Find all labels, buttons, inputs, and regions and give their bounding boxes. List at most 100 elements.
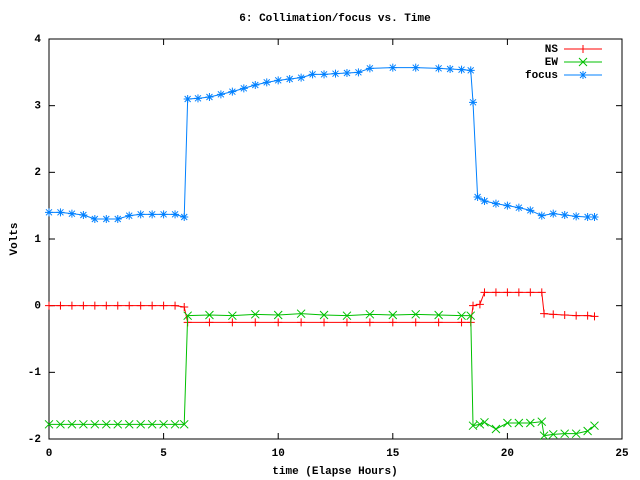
data-point xyxy=(480,288,489,297)
legend-marker xyxy=(579,45,587,53)
y-tick-label: 3 xyxy=(34,101,41,113)
data-point xyxy=(274,76,283,85)
data-point xyxy=(124,419,134,429)
data-point xyxy=(571,429,581,439)
data-point xyxy=(469,98,478,107)
data-point xyxy=(491,199,500,208)
legend-label: EW xyxy=(545,57,559,69)
data-point xyxy=(102,301,111,310)
chart-title: 6: Collimation/focus vs. Time xyxy=(239,13,431,25)
data-point xyxy=(475,300,484,309)
data-point xyxy=(526,206,535,215)
data-point xyxy=(228,87,237,96)
data-point xyxy=(503,288,512,297)
data-point xyxy=(205,93,214,101)
data-point xyxy=(365,318,374,327)
data-point xyxy=(56,419,65,429)
data-point xyxy=(548,429,558,439)
data-point xyxy=(262,78,271,87)
legend-label: focus xyxy=(525,70,558,82)
x-tick-label: 0 xyxy=(46,448,53,460)
data-point xyxy=(525,418,535,428)
data-point xyxy=(102,215,111,223)
y-tick-label: 1 xyxy=(34,234,41,246)
data-point xyxy=(101,419,111,429)
x-tick-label: 15 xyxy=(386,448,400,460)
data-point xyxy=(56,208,65,217)
data-point xyxy=(148,210,157,219)
data-point xyxy=(44,419,54,429)
data-point xyxy=(540,309,549,318)
data-point xyxy=(590,312,599,321)
data-point xyxy=(560,429,570,439)
data-point xyxy=(159,210,168,219)
data-point xyxy=(180,303,189,311)
data-point xyxy=(45,208,53,217)
data-point xyxy=(90,301,99,310)
data-point xyxy=(434,318,443,327)
data-point xyxy=(170,419,180,429)
data-point xyxy=(480,417,489,427)
data-point xyxy=(583,426,592,436)
data-point xyxy=(388,63,397,72)
data-point xyxy=(159,301,168,310)
data-point xyxy=(251,81,260,89)
data-point xyxy=(514,418,524,428)
data-point xyxy=(297,73,306,82)
data-point xyxy=(113,301,122,310)
data-point xyxy=(79,211,88,219)
data-point xyxy=(526,288,535,297)
data-point xyxy=(503,201,512,210)
data-point xyxy=(183,311,193,321)
data-point xyxy=(171,210,180,219)
y-axis-label: Volts xyxy=(9,222,21,255)
data-point xyxy=(583,311,592,320)
legend-marker xyxy=(579,71,587,79)
data-point xyxy=(273,310,283,320)
data-point xyxy=(67,419,77,429)
data-point xyxy=(320,318,329,327)
data-point xyxy=(365,309,375,319)
data-point xyxy=(179,419,189,429)
data-point xyxy=(468,421,478,431)
data-point xyxy=(590,213,599,221)
data-point xyxy=(466,311,476,321)
data-point xyxy=(113,215,122,223)
data-point xyxy=(457,311,466,321)
data-point xyxy=(411,63,420,72)
data-point xyxy=(239,84,248,93)
x-axis-label: time (Elapse Hours) xyxy=(272,466,397,478)
data-point xyxy=(79,301,88,310)
data-point xyxy=(365,64,374,73)
data-point xyxy=(434,64,443,73)
data-point xyxy=(331,69,340,78)
data-point xyxy=(583,213,592,221)
data-point xyxy=(147,419,157,429)
data-point xyxy=(503,418,512,428)
data-point xyxy=(171,301,180,310)
data-point xyxy=(354,68,363,77)
data-point xyxy=(296,309,306,319)
data-point xyxy=(342,69,351,77)
data-point xyxy=(491,288,500,297)
x-tick-label: 20 xyxy=(501,448,514,460)
data-point xyxy=(159,419,168,429)
data-point xyxy=(148,301,157,310)
data-point xyxy=(537,288,546,297)
y-tick-label: -1 xyxy=(28,367,42,379)
data-point xyxy=(411,318,420,327)
data-point xyxy=(560,211,569,219)
data-point xyxy=(572,212,581,221)
data-point xyxy=(457,65,466,74)
data-point xyxy=(342,318,351,327)
data-point xyxy=(251,318,260,327)
data-point xyxy=(90,215,99,223)
data-point xyxy=(183,95,192,103)
legend-label: NS xyxy=(545,44,559,56)
data-point xyxy=(560,311,569,319)
data-point xyxy=(205,318,214,327)
y-tick-label: 2 xyxy=(34,167,41,179)
data-point xyxy=(572,311,581,320)
x-tick-label: 25 xyxy=(615,448,629,460)
data-point xyxy=(193,94,202,103)
